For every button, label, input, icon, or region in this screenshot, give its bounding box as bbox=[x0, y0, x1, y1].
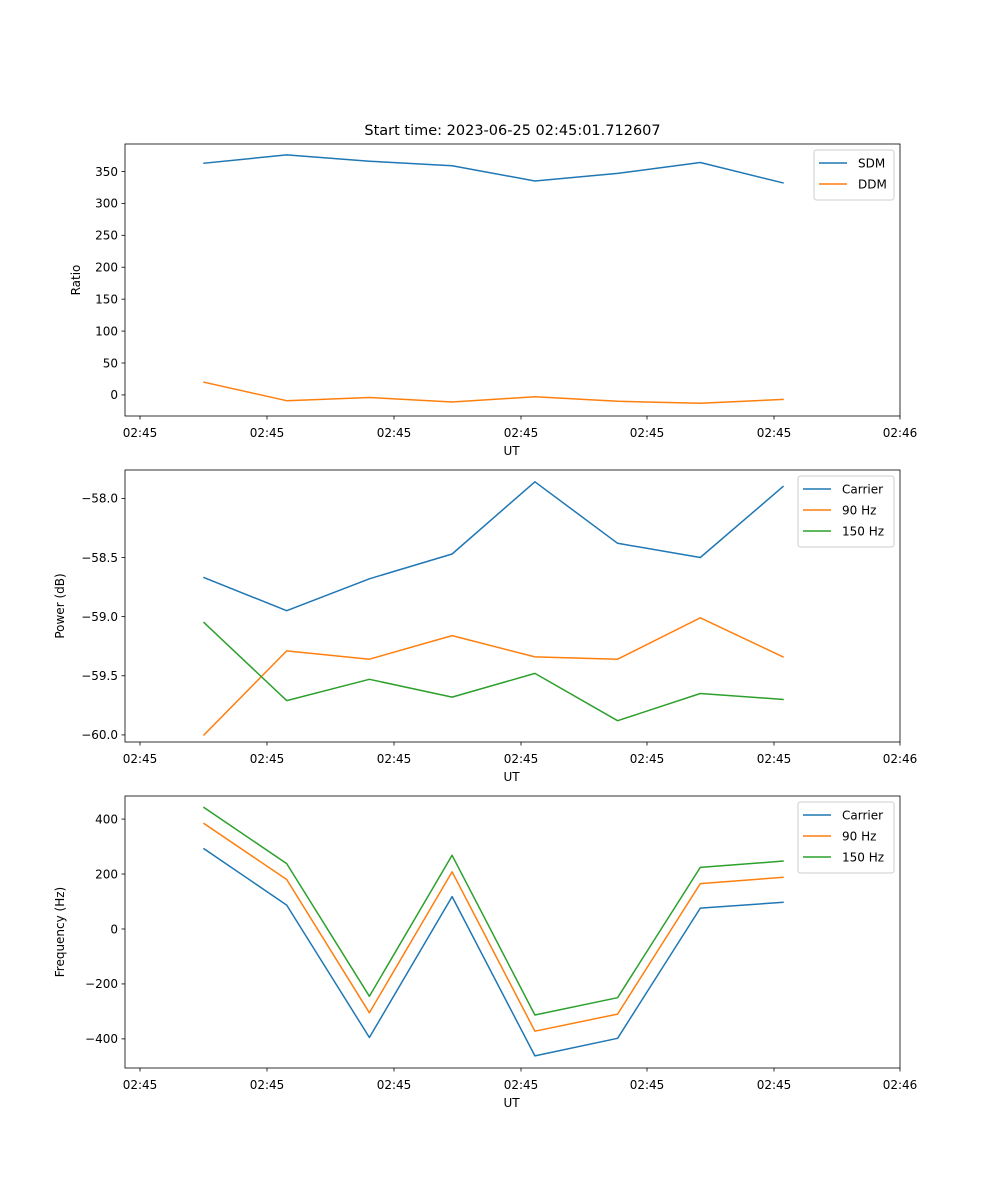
legend-entry-label: Carrier bbox=[842, 808, 883, 822]
legend-box bbox=[797, 475, 895, 548]
y-tick-label: −60.0 bbox=[81, 728, 118, 742]
x-tick-label: 02:45 bbox=[377, 1078, 412, 1092]
y-tick-label: −58.0 bbox=[81, 492, 118, 506]
x-tick-label: 02:45 bbox=[250, 752, 285, 766]
y-tick-label: 200 bbox=[95, 867, 118, 881]
x-tick-label: 02:45 bbox=[123, 752, 158, 766]
y-tick-label: −59.5 bbox=[81, 669, 118, 683]
legend: Carrier 90 Hz 150 Hz bbox=[797, 801, 895, 874]
legend-entry-label: 150 Hz bbox=[842, 524, 884, 538]
legend: SDM DDM bbox=[813, 149, 895, 201]
x-axis-label: UT bbox=[503, 1096, 520, 1110]
axes-frame bbox=[124, 795, 901, 1069]
legend-entry-label: SDM bbox=[858, 156, 885, 170]
legend-entry-label: 90 Hz bbox=[842, 829, 876, 843]
x-axis-label: UT bbox=[503, 770, 520, 784]
x-tick-label: 02:45 bbox=[504, 752, 539, 766]
series-lines bbox=[202, 481, 785, 736]
chart-panel-2: 02:45 02:45 02:45 02:45 02:45 02:45 02:46 −60.0… bbox=[53, 469, 918, 784]
y-tick-label: −59.0 bbox=[81, 610, 118, 624]
x-tick-label: 02:45 bbox=[504, 426, 539, 440]
x-tick-label: 02:45 bbox=[377, 426, 412, 440]
x-tick-label: 02:45 bbox=[757, 426, 792, 440]
y-tick-label: 400 bbox=[95, 812, 118, 826]
series-lines bbox=[202, 806, 784, 1057]
x-tick-label: 02:46 bbox=[883, 752, 918, 766]
series-line-carrier bbox=[203, 481, 785, 612]
x-tick-label: 02:46 bbox=[883, 1078, 918, 1092]
series-line-90-hz bbox=[202, 617, 784, 736]
y-axis-label: Ratio bbox=[69, 265, 83, 296]
x-tick-label: 02:46 bbox=[883, 426, 918, 440]
x-tick-label: 02:45 bbox=[250, 1078, 285, 1092]
x-tick-label: 02:45 bbox=[123, 1078, 158, 1092]
y-tick-label: 50 bbox=[103, 356, 118, 370]
legend-entry-label: 150 Hz bbox=[842, 850, 884, 864]
x-tick-label: 02:45 bbox=[504, 1078, 539, 1092]
y-tick-label: 100 bbox=[95, 324, 118, 338]
y-tick-label: 0 bbox=[110, 922, 118, 936]
y-tick-label: 200 bbox=[95, 261, 118, 275]
y-axis-label: Frequency (Hz) bbox=[53, 887, 67, 978]
x-tick-label: 02:45 bbox=[630, 752, 665, 766]
series-line-ddm bbox=[203, 381, 784, 404]
series-line-carrier bbox=[202, 847, 784, 1057]
legend-entry-label: 90 Hz bbox=[842, 503, 876, 517]
x-tick-label: 02:45 bbox=[630, 1078, 665, 1092]
y-tick-label: −200 bbox=[85, 977, 118, 991]
y-axis-label: Power (dB) bbox=[53, 573, 67, 638]
y-tick-label: 250 bbox=[95, 229, 118, 243]
series-line-150-hz bbox=[202, 806, 784, 1016]
x-tick-label: 02:45 bbox=[630, 426, 665, 440]
chart-panel-3: 02:45 02:45 02:45 02:45 02:45 02:45 02:46 −400 −… bbox=[53, 795, 918, 1110]
y-tick-label: 0 bbox=[110, 388, 118, 402]
x-tick-label: 02:45 bbox=[377, 752, 412, 766]
legend-entry-label: DDM bbox=[858, 177, 887, 191]
series-line-90-hz bbox=[202, 822, 784, 1032]
legend: Carrier 90 Hz 150 Hz bbox=[797, 475, 895, 548]
legend-entry-label: Carrier bbox=[842, 482, 883, 496]
x-axis-label: UT bbox=[503, 444, 520, 458]
x-tick-label: 02:45 bbox=[757, 752, 792, 766]
y-tick-label: 300 bbox=[95, 197, 118, 211]
y-tick-label: 350 bbox=[95, 165, 118, 179]
axes-frame bbox=[124, 469, 901, 743]
x-tick-label: 02:45 bbox=[123, 426, 158, 440]
chart-title: Start time: 2023-06-25 02:45:01.712607 bbox=[364, 123, 660, 139]
axes-frame bbox=[124, 143, 901, 417]
series-lines bbox=[203, 154, 784, 404]
y-tick-label: −400 bbox=[85, 1032, 118, 1046]
y-tick-label: −58.5 bbox=[81, 551, 118, 565]
chart-panel-1: 02:45 02:45 02:45 02:45 02:45 02:45 02:46 0 50 10… bbox=[69, 123, 917, 458]
legend-box bbox=[797, 801, 895, 874]
charts-container: 02:45 02:45 02:45 02:45 02:45 02:45 02:46 0 50 10… bbox=[53, 123, 917, 1110]
series-line-sdm bbox=[203, 154, 784, 184]
x-tick-label: 02:45 bbox=[757, 1078, 792, 1092]
y-tick-label: 150 bbox=[95, 292, 118, 306]
series-line-150-hz bbox=[202, 621, 784, 722]
x-tick-label: 02:45 bbox=[250, 426, 285, 440]
